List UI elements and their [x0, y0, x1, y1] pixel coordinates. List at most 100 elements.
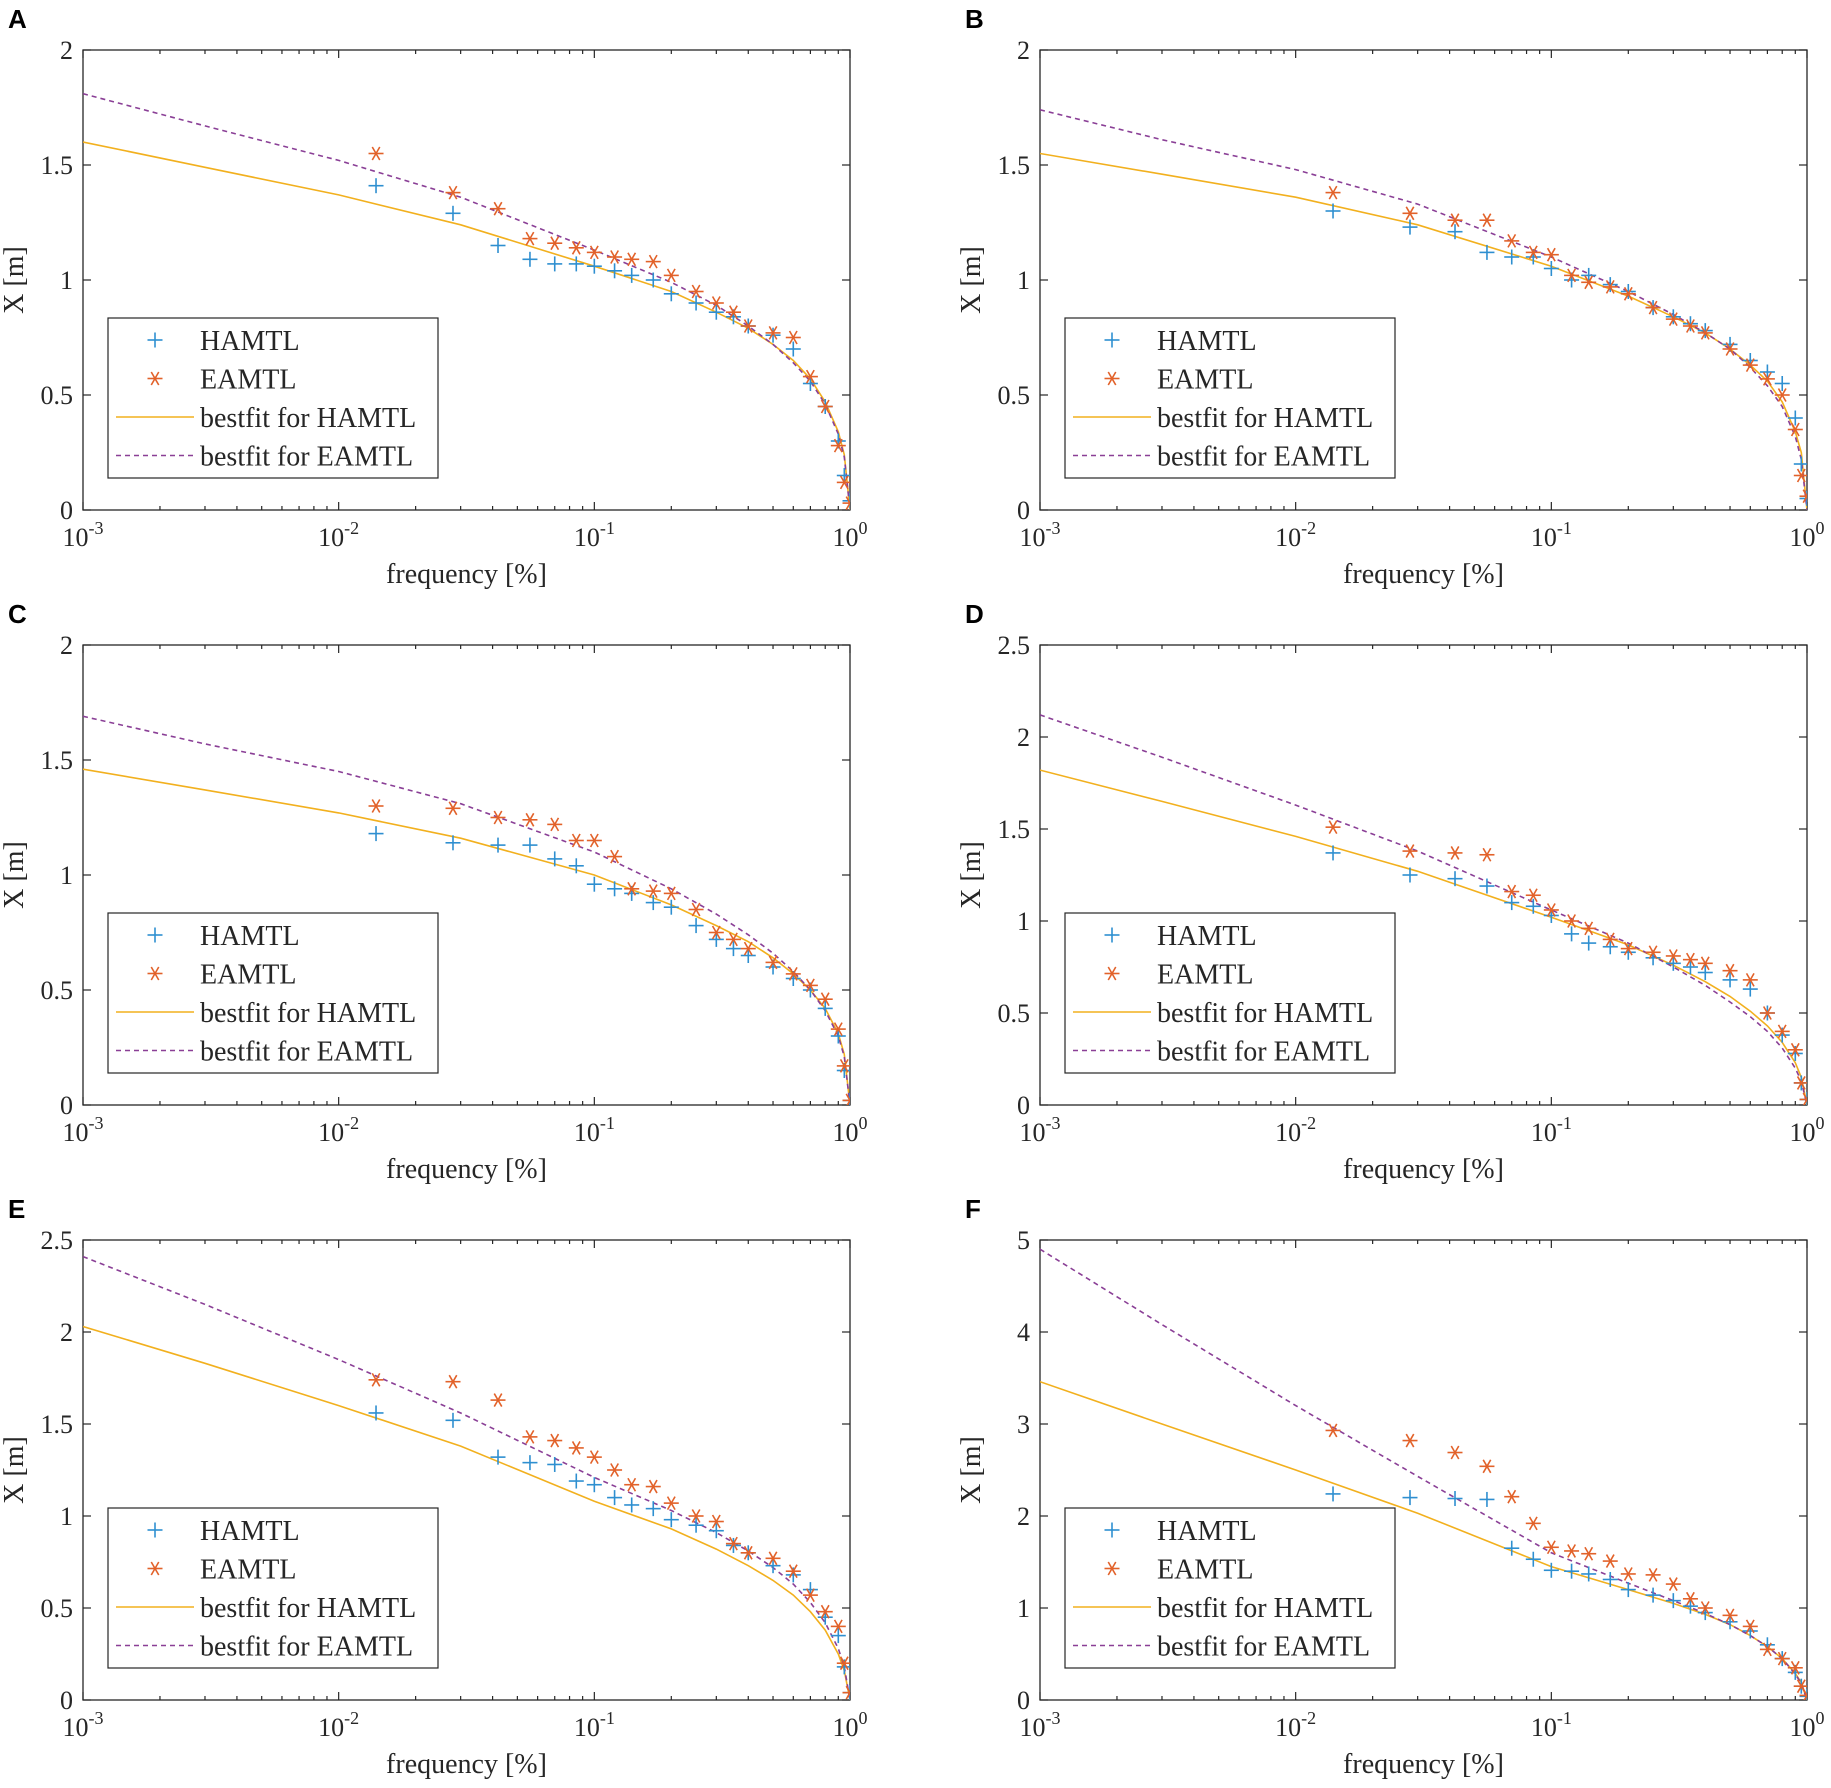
hamtl-point [645, 895, 661, 911]
legend-bestfit-hamtl: bestfit for HAMTL [1073, 998, 1373, 1029]
legend-bestfit-eamtl: bestfit for EAMTL [1073, 442, 1370, 473]
y-tick-label: 1 [60, 861, 73, 890]
eamtl-point [547, 236, 563, 251]
eamtl-point [607, 849, 623, 864]
legend-bestfit-hamtl-label: bestfit for HAMTL [200, 1593, 416, 1624]
panel-label-d: D [965, 599, 984, 629]
eamtl-point [836, 1656, 850, 1671]
hamtl-point [547, 256, 563, 272]
eamtl-point [1479, 1459, 1495, 1474]
chart-panel-b: B 0 0.5 1 1.5 2 10-3 10-2 10-1 100 frequency [%] X … [956, 4, 1825, 590]
legend-bestfit-eamtl: bestfit for EAMTL [116, 1632, 413, 1663]
eamtl-point [1799, 1092, 1807, 1105]
legend-hamtl: HAMTL [147, 326, 300, 357]
eamtl-point [740, 319, 756, 333]
x-axis-title-d: frequency [%] [1343, 1154, 1504, 1185]
hamtl-point [1581, 267, 1597, 283]
eamtl-point [1645, 300, 1661, 315]
legend-bestfit-eamtl: bestfit for EAMTL [1073, 1632, 1370, 1663]
eamtl-point [1564, 1544, 1580, 1558]
chart-panel-e: E 0 0.5 1 1.5 2 2.5 10-3 10-2 10-1 100 frequency [%… [0, 1194, 868, 1780]
hamtl-point [607, 263, 623, 279]
eamtl-point [836, 1059, 850, 1073]
x-tick-label: 100 [1790, 1708, 1825, 1742]
hamtl-point [607, 881, 623, 897]
x-tick-label: 10-3 [63, 518, 104, 552]
eamtl-point [1402, 844, 1418, 858]
bestfit-eamtl-line-c [83, 715, 850, 1105]
eamtl-point [1722, 1608, 1738, 1623]
hamtl-point [1479, 244, 1495, 260]
hamtl-point [368, 826, 384, 842]
x-tick-label: 100 [833, 1113, 868, 1147]
eamtl-point [785, 967, 801, 981]
eamtl-point [1504, 1489, 1520, 1504]
legend-hamtl-marker [147, 332, 163, 348]
y-tick-label: 0.5 [41, 381, 74, 410]
eamtl-point [1325, 1423, 1341, 1438]
eamtl-point [817, 1604, 833, 1619]
y-tick-label: 0.5 [41, 1594, 74, 1623]
eamtl-point [624, 252, 640, 267]
legend-eamtl-marker [1104, 371, 1120, 386]
legend-bestfit-eamtl: bestfit for EAMTL [1073, 1037, 1370, 1068]
x-axis-title-f: frequency [%] [1343, 1749, 1504, 1780]
hamtl-point [490, 837, 506, 853]
eamtl-point [830, 438, 846, 453]
hamtl-point [547, 851, 563, 867]
eamtl-point [547, 1433, 563, 1448]
eamtl-point [1402, 206, 1418, 221]
hamtl-point [708, 1523, 724, 1539]
y-tick-label: 5 [1017, 1226, 1030, 1255]
hamtl-point [490, 1449, 506, 1465]
x-axis-title-c: frequency [%] [386, 1154, 547, 1185]
hamtl-point [1602, 277, 1618, 293]
legend-eamtl: EAMTL [147, 1555, 296, 1586]
legend-eamtl: EAMTL [147, 365, 296, 396]
y-tick-label: 2.5 [41, 1226, 74, 1255]
eamtl-point [765, 326, 781, 340]
x-tick-label: 10-2 [318, 1708, 359, 1742]
eamtl-point [663, 268, 679, 283]
hamtl-point [663, 899, 679, 915]
legend-bestfit-hamtl-label: bestfit for HAMTL [200, 403, 416, 434]
y-tick-label: 0 [1017, 1686, 1030, 1715]
legend-d: HAMTL EAMTL bestfit for HAMTL bestfit for E… [1064, 912, 1396, 1074]
hamtl-point [1697, 323, 1713, 339]
hamtl-point [568, 256, 584, 272]
eamtl-point [368, 799, 384, 813]
hamtl-point [1787, 410, 1803, 426]
eamtl-point [1602, 1554, 1618, 1568]
eamtl-point [1645, 1567, 1661, 1582]
legend-bestfit-eamtl-label: bestfit for EAMTL [1157, 1037, 1370, 1068]
eamtl-point [490, 810, 506, 825]
y-tick-label: 3 [1017, 1410, 1030, 1439]
hamtl-point [688, 295, 704, 311]
hamtl-point [586, 876, 602, 892]
legend-hamtl-label: HAMTL [200, 921, 300, 952]
legend-eamtl: EAMTL [1104, 365, 1253, 396]
legend-c: HAMTL EAMTL bestfit for HAMTL bestfit for E… [107, 912, 439, 1074]
y-tick-label: 2 [1017, 36, 1030, 65]
hamtl-point [1682, 959, 1698, 975]
eamtl-point [586, 245, 602, 260]
legend-hamtl-marker [1104, 927, 1120, 943]
hamtl-point [586, 258, 602, 274]
eamtl-point [1665, 1577, 1681, 1591]
eamtl-point [663, 886, 679, 901]
eamtl-point [624, 881, 640, 896]
x-tick-label: 10-3 [1020, 1708, 1061, 1742]
chart-panel-d: D 0 0.5 1 1.5 2 2.5 10-3 10-2 10-1 100 frequency [%… [956, 599, 1825, 1185]
x-tick-label: 100 [1790, 1113, 1825, 1147]
eamtl-point [1697, 326, 1713, 340]
legend-hamtl-label: HAMTL [200, 326, 300, 357]
eamtl-point [1742, 972, 1758, 987]
hamtl-point [1722, 972, 1738, 988]
eamtl-point [1581, 921, 1597, 936]
x-tick-label: 100 [833, 1708, 868, 1742]
axis-ticks-d [1039, 644, 1808, 1106]
legend-bestfit-hamtl: bestfit for HAMTL [1073, 1593, 1373, 1624]
hamtl-point [1602, 1571, 1618, 1587]
hamtl-point [645, 272, 661, 288]
bestfit-hamtl-line-e [83, 1325, 850, 1700]
